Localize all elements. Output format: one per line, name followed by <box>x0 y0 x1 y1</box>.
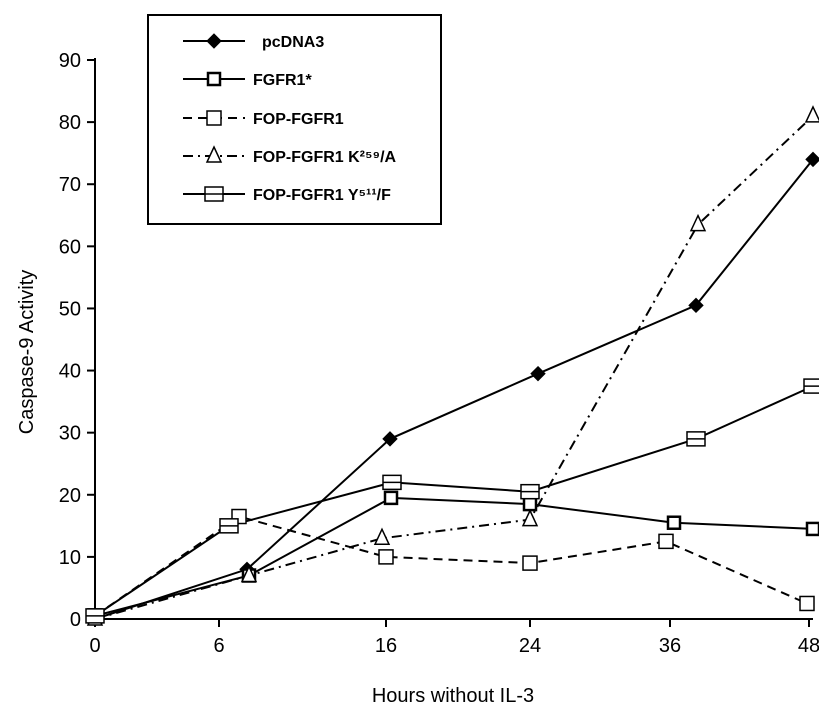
legend-label: FOP-FGFR1 Y⁵¹¹/F <box>253 187 391 204</box>
legend-label: FOP-FGFR1 <box>253 111 344 128</box>
square-marker <box>522 496 538 512</box>
x-tick-label: 48 <box>798 635 819 657</box>
y-tick-label: 30 <box>59 423 81 445</box>
y-tick-label: 40 <box>59 361 81 383</box>
series-line <box>94 158 814 620</box>
square-marker <box>799 595 815 612</box>
x-tick-label: 36 <box>659 635 681 657</box>
diamond-marker <box>382 431 398 447</box>
x-tick-labels: 0 6 16 24 36 48 <box>89 619 819 657</box>
x-tick-label: 6 <box>213 635 224 657</box>
series-line <box>94 496 814 617</box>
y-axis-label: Caspase-9 Activity <box>16 270 38 435</box>
square-marker <box>522 555 538 571</box>
square-marker <box>206 71 222 87</box>
x-tick-label: 0 <box>89 635 100 657</box>
diamond-marker <box>530 365 546 382</box>
legend-label: FGFR1* <box>253 72 312 89</box>
y-tick-label: 60 <box>59 236 81 258</box>
series-line <box>94 385 814 617</box>
square-marker <box>383 490 399 506</box>
triangle-marker <box>240 564 258 583</box>
x-axis-label: Hours without IL-3 <box>372 685 534 707</box>
diamond-marker <box>805 151 819 168</box>
series-line <box>94 115 814 620</box>
series-line <box>94 515 808 617</box>
triangle-marker <box>804 105 819 123</box>
triangle-marker <box>373 527 391 546</box>
legend: pcDNA3 FGFR1* FOP-FGFR1 FOP-FGFR1 K²⁵⁹/A FOP… <box>147 14 442 225</box>
legend-box <box>147 14 442 225</box>
y-tick-label: 70 <box>59 174 81 196</box>
y-tick-label: 80 <box>59 112 81 134</box>
triangle-marker <box>689 213 707 232</box>
triangle-marker <box>205 145 223 163</box>
series-markers <box>85 105 819 627</box>
y-tick-label: 90 <box>59 50 81 72</box>
square-marker <box>666 515 682 530</box>
legend-label: FOP-FGFR1 K²⁵⁹/A <box>253 149 397 166</box>
diamond-marker <box>206 33 222 49</box>
triangle-marker <box>521 508 539 527</box>
y-tick-label: 0 <box>70 609 81 631</box>
y-tick-label: 20 <box>59 485 81 507</box>
y-tick-label: 10 <box>59 547 81 569</box>
series-lines <box>94 115 814 620</box>
square-marker <box>805 521 819 537</box>
y-tick-labels: 0 10 20 30 40 50 60 70 80 90 <box>59 50 95 631</box>
legend-label: pcDNA3 <box>262 34 324 51</box>
y-tick-label: 50 <box>59 298 81 320</box>
diamond-marker <box>688 297 704 314</box>
axes <box>94 58 813 620</box>
square-marker <box>206 110 222 126</box>
x-tick-label: 24 <box>519 635 541 657</box>
square-marker <box>378 549 394 565</box>
square-marker <box>658 533 674 550</box>
x-tick-label: 16 <box>375 635 397 657</box>
